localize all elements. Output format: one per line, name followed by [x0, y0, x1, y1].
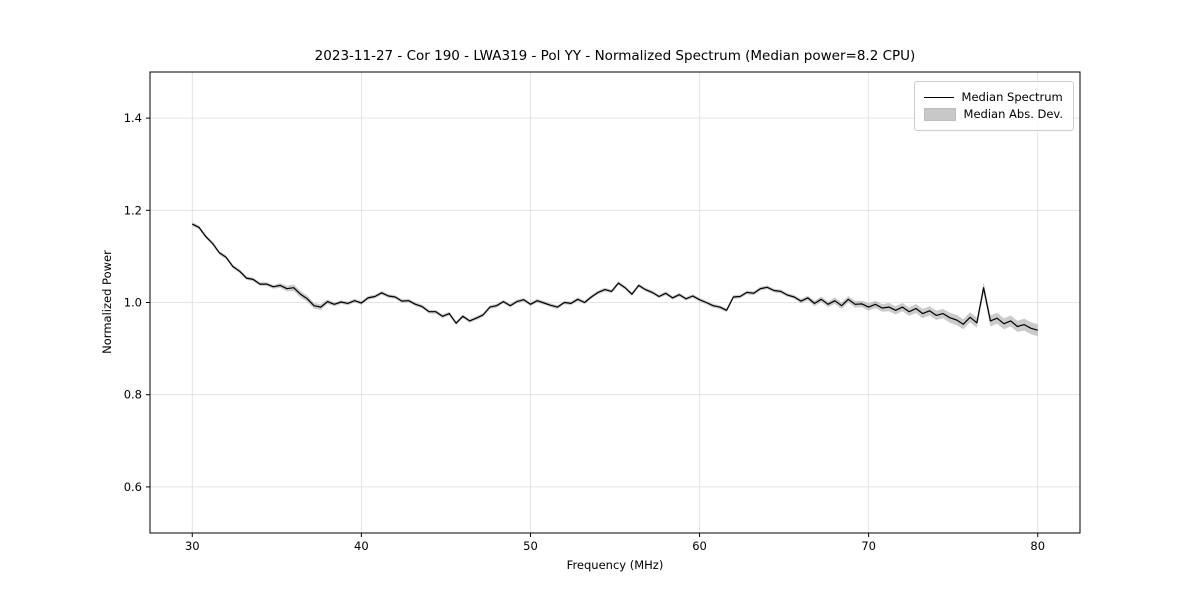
x-tick-label: 30	[185, 539, 200, 553]
x-tick-label: 70	[861, 539, 876, 553]
tick-labels: 30 40 50 60 70 80 0.6 0.8 1.0 1.2 1.4	[124, 111, 1045, 553]
y-tick-label: 0.6	[124, 480, 142, 494]
axes-frame	[146, 71, 1081, 537]
grid-lines	[150, 72, 1080, 533]
y-axis-label: Normalized Power	[100, 250, 114, 354]
chart-title: 2023-11-27 - Cor 190 - LWA319 - Pol YY -…	[314, 48, 916, 64]
y-tick-label: 1.2	[124, 203, 142, 217]
line-sample-icon	[923, 97, 954, 98]
median-spectrum-line	[192, 223, 1038, 331]
x-axis-label: Frequency (MHz)	[566, 558, 664, 572]
y-tick-label: 1.0	[124, 296, 142, 310]
legend-entry-median-spectrum: Median Spectrum	[923, 89, 1063, 106]
patch-sample-icon	[923, 108, 956, 121]
legend-label: Median Abs. Dev.	[963, 107, 1063, 121]
x-tick-label: 60	[692, 539, 707, 553]
y-tick-label: 1.4	[124, 111, 142, 125]
legend-entry-median-abs-dev: Median Abs. Dev.	[923, 106, 1063, 123]
x-tick-label: 50	[523, 539, 538, 553]
legend-label: Median Spectrum	[961, 90, 1063, 104]
x-tick-label: 40	[354, 539, 369, 553]
mad-band	[192, 222, 1038, 337]
x-tick-label: 80	[1030, 539, 1045, 553]
legend: Median Spectrum Median Abs. Dev.	[913, 81, 1074, 131]
y-tick-label: 0.8	[124, 388, 142, 402]
